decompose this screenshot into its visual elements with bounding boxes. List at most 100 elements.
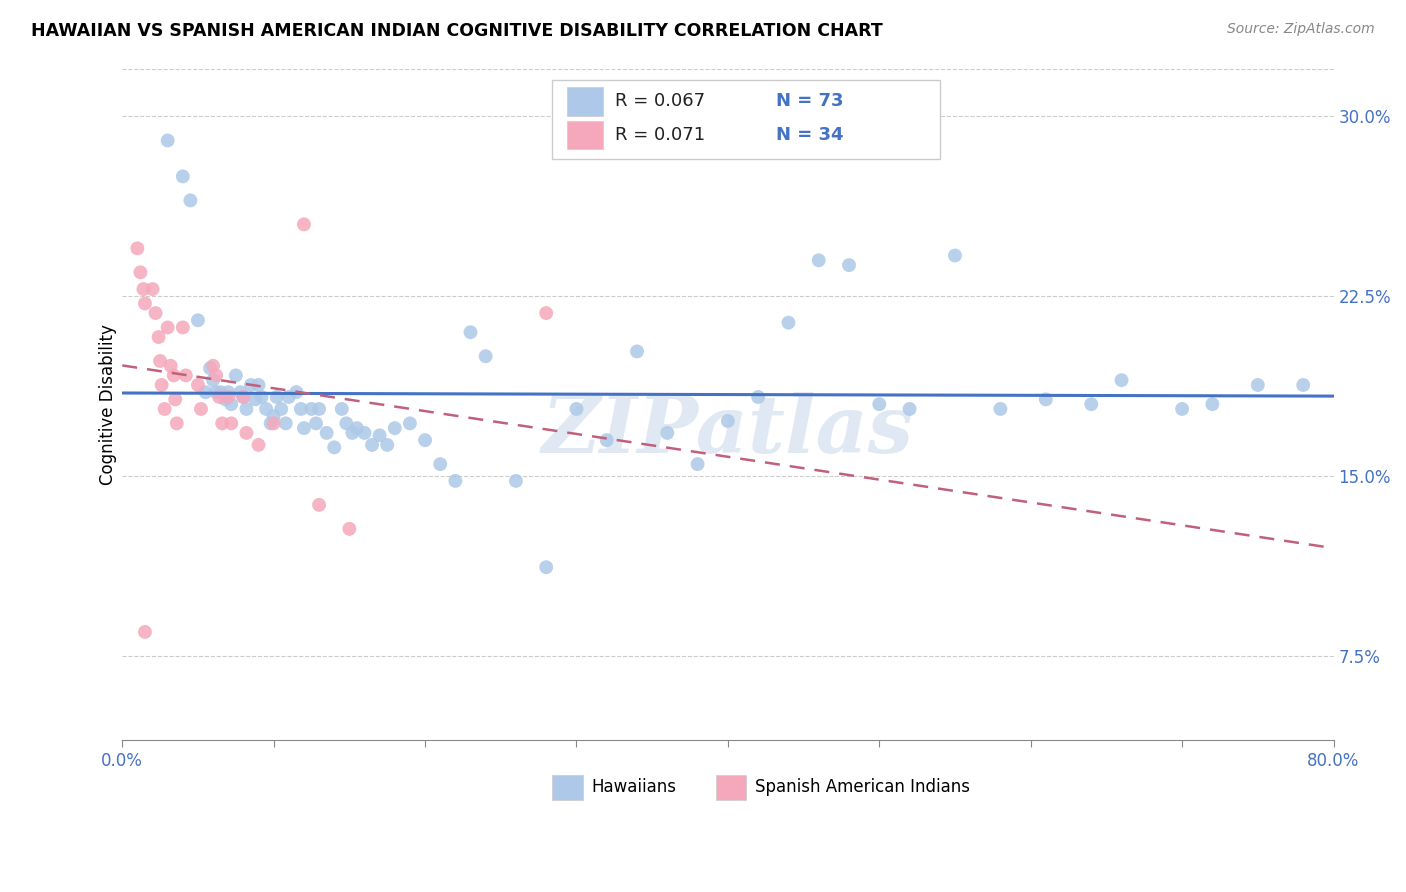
Point: [141, 282, 163, 296]
Point: [346, 421, 368, 435]
Point: [187, 313, 209, 327]
Point: [232, 390, 254, 404]
Point: [315, 425, 337, 440]
Point: [202, 373, 225, 387]
Point: [211, 417, 233, 431]
Point: [165, 392, 187, 407]
Point: [330, 401, 353, 416]
Point: [505, 474, 527, 488]
Point: [342, 425, 364, 440]
Point: [290, 401, 312, 416]
Point: [205, 368, 228, 383]
Point: [190, 401, 212, 416]
Text: R = 0.071: R = 0.071: [616, 126, 706, 144]
Point: [202, 359, 225, 373]
Point: [285, 385, 308, 400]
Point: [266, 390, 288, 404]
FancyBboxPatch shape: [553, 775, 582, 800]
FancyBboxPatch shape: [567, 87, 603, 115]
Point: [198, 361, 221, 376]
Point: [444, 474, 467, 488]
Point: [134, 296, 156, 310]
Point: [1201, 397, 1223, 411]
Point: [254, 401, 277, 416]
Point: [148, 330, 170, 344]
Point: [163, 368, 186, 383]
Point: [187, 378, 209, 392]
Point: [292, 421, 315, 435]
Point: [778, 316, 800, 330]
Point: [229, 385, 252, 400]
Point: [657, 425, 679, 440]
Point: [747, 390, 769, 404]
Point: [153, 401, 176, 416]
Point: [247, 438, 270, 452]
Point: [460, 325, 482, 339]
Point: [990, 401, 1012, 416]
Point: [132, 282, 155, 296]
Point: [214, 392, 236, 407]
FancyBboxPatch shape: [716, 775, 747, 800]
Text: ZIPatlas: ZIPatlas: [541, 392, 914, 470]
Point: [235, 401, 257, 416]
FancyBboxPatch shape: [553, 80, 939, 159]
Point: [225, 368, 247, 383]
Point: [534, 560, 557, 574]
Point: [194, 385, 217, 400]
Point: [274, 417, 297, 431]
Text: HAWAIIAN VS SPANISH AMERICAN INDIAN COGNITIVE DISABILITY CORRELATION CHART: HAWAIIAN VS SPANISH AMERICAN INDIAN COGN…: [31, 22, 883, 40]
Y-axis label: Cognitive Disability: Cognitive Disability: [100, 324, 117, 484]
Point: [219, 397, 242, 411]
Point: [686, 457, 709, 471]
Text: Source: ZipAtlas.com: Source: ZipAtlas.com: [1227, 22, 1375, 37]
Point: [384, 421, 406, 435]
Point: [239, 378, 262, 392]
Text: N = 34: N = 34: [776, 126, 844, 144]
Point: [337, 522, 360, 536]
Point: [1292, 378, 1315, 392]
Point: [166, 417, 188, 431]
Point: [368, 428, 391, 442]
Point: [127, 241, 149, 255]
Point: [205, 385, 228, 400]
Point: [375, 438, 398, 452]
Point: [361, 438, 384, 452]
Point: [429, 457, 451, 471]
Point: [159, 359, 181, 373]
Text: R = 0.067: R = 0.067: [616, 93, 706, 111]
Text: Spanish American Indians: Spanish American Indians: [755, 779, 970, 797]
Point: [217, 390, 239, 404]
Point: [172, 320, 194, 334]
Point: [134, 624, 156, 639]
Point: [250, 390, 273, 404]
Point: [174, 368, 197, 383]
Point: [179, 194, 201, 208]
Point: [259, 417, 281, 431]
Point: [898, 401, 921, 416]
Point: [323, 440, 346, 454]
Point: [156, 133, 179, 147]
Point: [305, 417, 328, 431]
Point: [1035, 392, 1057, 407]
Point: [335, 417, 357, 431]
Point: [413, 433, 436, 447]
Point: [150, 378, 173, 392]
Point: [172, 169, 194, 184]
Point: [217, 385, 239, 400]
Point: [596, 433, 619, 447]
Text: N = 73: N = 73: [776, 93, 844, 111]
Point: [270, 401, 292, 416]
Point: [807, 253, 830, 268]
Point: [235, 425, 257, 440]
Point: [292, 218, 315, 232]
Point: [868, 397, 890, 411]
Point: [838, 258, 860, 272]
Point: [534, 306, 557, 320]
Point: [308, 401, 330, 416]
Point: [145, 306, 167, 320]
Point: [943, 248, 966, 262]
Point: [717, 414, 740, 428]
Point: [1171, 401, 1194, 416]
Point: [1080, 397, 1102, 411]
Point: [209, 385, 232, 400]
